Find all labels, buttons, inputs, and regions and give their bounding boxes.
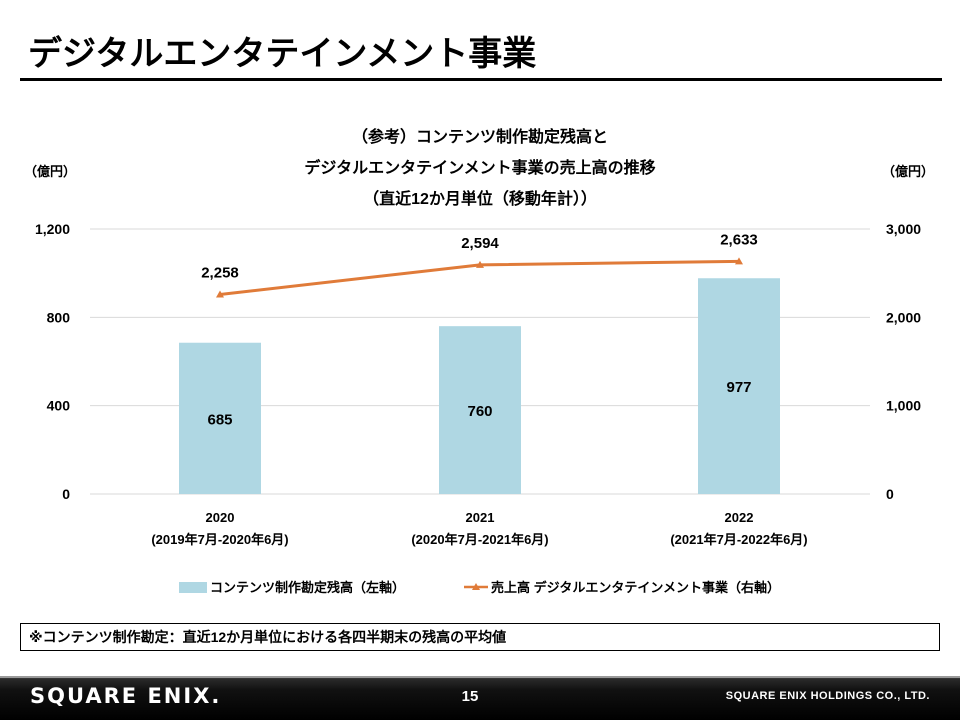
page-number: 15 <box>461 688 479 705</box>
page-title: デジタルエンタテインメント事業 <box>28 35 537 73</box>
legend-bar-label: コンテンツ制作勘定残高（左軸） <box>210 580 405 595</box>
line-value-label: 2,633 <box>720 231 758 248</box>
title-divider <box>20 78 942 81</box>
y-right-tick-label: 1,000 <box>886 398 921 414</box>
bar <box>179 342 261 494</box>
company-name: SQUARE ENIX HOLDINGS CO., LTD. <box>725 690 930 702</box>
line-value-label: 2,594 <box>461 235 499 252</box>
bar-value-label: 760 <box>467 403 492 420</box>
bar <box>698 278 780 494</box>
x-category-label: 2021 <box>466 510 495 525</box>
line-marker-triangle <box>476 260 484 268</box>
y-right-unit-label: （億円） <box>882 164 934 179</box>
x-category-sublabel: (2020年7月-2021年6月) <box>411 532 548 547</box>
footer-bar: SQUARE ENIX. 15 SQUARE ENIX HOLDINGS CO.… <box>0 676 960 720</box>
legend-line-marker <box>472 583 480 590</box>
bar <box>439 326 521 494</box>
chart-title-line-2: デジタルエンタテインメント事業の売上高の推移 <box>304 160 656 177</box>
footer-highlight-line <box>0 676 960 678</box>
line-value-label: 2,258 <box>201 265 239 282</box>
y-left-unit-label: （億円） <box>24 164 76 179</box>
line-marker-triangle <box>216 290 224 298</box>
x-category-label: 2020 <box>206 510 235 525</box>
combo-chart: （億円） （億円） 0 400 800 1,200 0 1,000 2,000 3,000 685 7… <box>24 164 934 595</box>
square-enix-logo: SQUARE ENIX. <box>30 684 222 708</box>
chart-title-line-1: （参考）コンテンツ制作勘定残高と <box>351 129 608 146</box>
bar-value-label: 977 <box>726 379 751 396</box>
line-marker-triangle <box>735 257 743 265</box>
x-category-sublabel: (2021年7月-2022年6月) <box>670 532 807 547</box>
y-right-tick-label: 3,000 <box>886 221 921 237</box>
y-left-tick-label: 0 <box>62 486 70 502</box>
bar-value-label: 685 <box>207 411 232 428</box>
y-left-tick-label: 400 <box>47 398 71 414</box>
chart-title: （参考）コンテンツ制作勘定残高と デジタルエンタテインメント事業の売上高の推移 … <box>200 122 760 215</box>
y-right-tick-label: 0 <box>886 486 894 502</box>
y-right-tick-label: 2,000 <box>886 309 921 325</box>
y-left-tick-label: 800 <box>47 309 71 325</box>
y-left-tick-label: 1,200 <box>35 221 70 237</box>
legend-bar-swatch <box>179 582 207 593</box>
chart-title-line-3: （直近12か月単位（移動年計）） <box>363 191 597 208</box>
x-category-label: 2022 <box>725 510 754 525</box>
x-category-sublabel: (2019年7月-2020年6月) <box>151 532 288 547</box>
footnote-box: ※コンテンツ制作勘定：直近12か月単位における各四半期末の残高の平均値 <box>20 623 940 651</box>
legend-line-label: 売上高 デジタルエンタテインメント事業（右軸） <box>491 580 780 595</box>
